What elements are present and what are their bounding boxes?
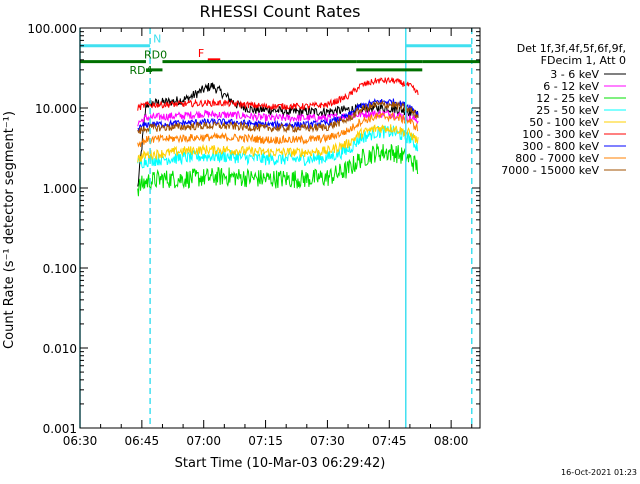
y-tick-label: 0.001 (43, 422, 77, 436)
series-line-7 (137, 111, 419, 148)
x-tick-label: 07:45 (372, 434, 407, 448)
annotation-label-f: F (198, 47, 204, 60)
footer-timestamp: 16-Oct-2021 01:23 (561, 468, 637, 477)
series-line-5 (137, 77, 419, 111)
legend: Det 1f,3f,4f,5f,6f,9f, FDecim 1, Att 0 3… (501, 42, 626, 177)
x-tick-label: 06:45 (125, 434, 160, 448)
plot-frame (79, 27, 481, 429)
series-line-8 (137, 99, 419, 135)
series-line-3 (137, 125, 419, 169)
y-axis-label: Count Rate (s⁻¹ detector segment⁻¹) (2, 111, 17, 349)
x-axis: 06:30 06:45 07:00 07:15 07:30 07:45 08:00 (63, 28, 473, 448)
y-tick-label: 100.000 (27, 22, 77, 36)
y-tick-label: 1.000 (43, 182, 77, 196)
x-tick-label: 07:30 (310, 434, 345, 448)
x-tick-label: 07:15 (248, 434, 283, 448)
legend-entry-label: 7000 - 15000 keV (501, 164, 599, 177)
legend-entry-label: 100 - 300 keV (522, 128, 599, 141)
x-tick-label: 06:30 (63, 434, 98, 448)
x-tick-label: 08:00 (434, 434, 469, 448)
legend-entry-label: 800 - 7000 keV (515, 152, 599, 165)
y-axis: 0.001 0.010 0.100 1.000 10.000 100.000 (27, 22, 480, 436)
annotation-label-n: N (153, 33, 161, 46)
y-tick-label: 0.100 (43, 262, 77, 276)
legend-entry-label: 12 - 25 keV (536, 92, 599, 105)
plot-area: N F RD0 RD4 (79, 28, 480, 428)
series-line-0 (137, 82, 419, 187)
legend-entry-label: 25 - 50 keV (536, 104, 599, 117)
legend-entry-label: 6 - 12 keV (543, 80, 599, 93)
series-line-2 (137, 143, 419, 197)
legend-entry-label: 300 - 800 keV (522, 140, 599, 153)
y-tick-label: 0.010 (43, 342, 77, 356)
x-axis-label: Start Time (10-Mar-03 06:29:42) (175, 456, 386, 471)
x-tick-label: 07:00 (186, 434, 221, 448)
annotation-label-rd4: RD4 (129, 64, 152, 77)
legend-entry-label: 50 - 100 keV (529, 116, 599, 129)
chart-title: RHESSI Count Rates (200, 2, 361, 21)
legend-header-line-1: Det 1f,3f,4f,5f,6f,9f, (517, 42, 626, 55)
legend-entry-label: 3 - 6 keV (550, 68, 599, 81)
legend-header-line-2: FDecim 1, Att 0 (541, 54, 626, 67)
annotation-label-rd0: RD0 (144, 49, 167, 62)
series-line-4 (137, 124, 419, 163)
y-tick-label: 10.000 (35, 102, 77, 116)
